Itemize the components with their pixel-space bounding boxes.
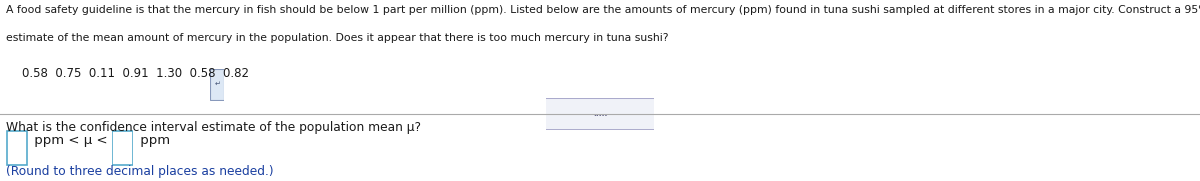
Text: ppm < μ <: ppm < μ < [30, 134, 108, 147]
Text: A food safety guideline is that the mercury in fish should be below 1 part per m: A food safety guideline is that the merc… [6, 5, 1200, 15]
Text: .....: ..... [593, 109, 607, 118]
Text: ppm: ppm [136, 134, 169, 147]
Text: What is the confidence interval estimate of the population mean μ?: What is the confidence interval estimate… [6, 121, 421, 134]
FancyBboxPatch shape [538, 98, 662, 130]
Text: estimate of the mean amount of mercury in the population. Does it appear that th: estimate of the mean amount of mercury i… [6, 33, 668, 43]
Text: (Round to three decimal places as needed.): (Round to three decimal places as needed… [6, 165, 274, 178]
FancyBboxPatch shape [7, 131, 26, 165]
Text: 0.58  0.75  0.11  0.91  1.30  0.58  0.82: 0.58 0.75 0.11 0.91 1.30 0.58 0.82 [22, 67, 248, 80]
FancyBboxPatch shape [113, 131, 132, 165]
FancyBboxPatch shape [210, 69, 224, 100]
Text: ↵: ↵ [215, 80, 220, 87]
